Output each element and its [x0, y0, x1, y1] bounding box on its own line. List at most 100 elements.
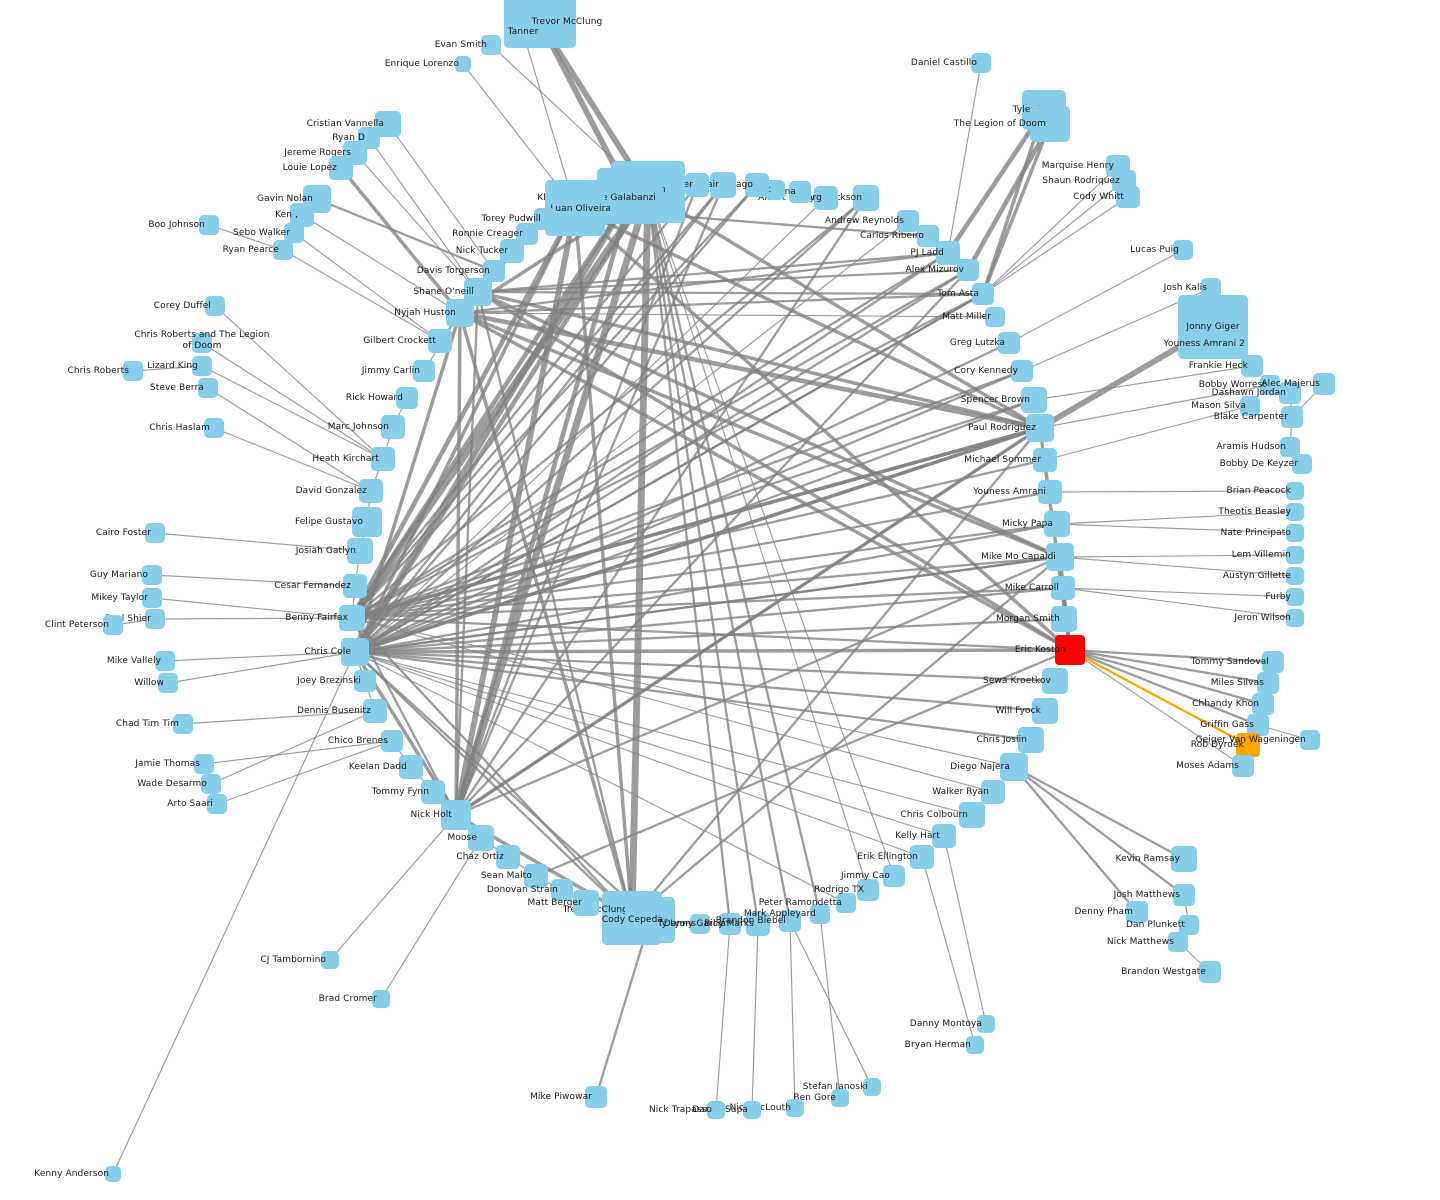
graph-node[interactable]: [981, 780, 1005, 804]
graph-node[interactable]: [1313, 373, 1335, 395]
graph-node[interactable]: [1262, 651, 1284, 673]
graph-node[interactable]: [971, 53, 991, 73]
graph-node[interactable]: [765, 180, 785, 200]
graph-node[interactable]: [511, 21, 535, 43]
graph-node[interactable]: [690, 914, 710, 934]
graph-node[interactable]: [779, 910, 801, 932]
graph-node[interactable]: [194, 754, 214, 774]
graph-node[interactable]: [343, 574, 367, 598]
graph-node[interactable]: [1236, 733, 1260, 757]
graph-node[interactable]: [1260, 375, 1280, 395]
graph-node[interactable]: [1199, 961, 1221, 983]
graph-node[interactable]: [1241, 355, 1263, 377]
graph-node[interactable]: [468, 825, 494, 851]
graph-node[interactable]: [810, 904, 830, 924]
graph-node[interactable]: [1286, 546, 1304, 564]
graph-node[interactable]: [201, 774, 221, 794]
graph-node[interactable]: [142, 565, 162, 585]
graph-node[interactable]: [192, 356, 212, 376]
graph-node[interactable]: [381, 730, 403, 752]
graph-node[interactable]: [707, 1101, 725, 1119]
graph-node[interactable]: [329, 156, 353, 180]
graph-node[interactable]: [1232, 755, 1254, 777]
graph-node[interactable]: [199, 215, 219, 235]
graph-node[interactable]: [534, 208, 556, 230]
graph-node[interactable]: [321, 951, 339, 969]
graph-node[interactable]: [455, 56, 471, 72]
graph-node[interactable]: [481, 35, 501, 55]
graph-node[interactable]: [142, 588, 162, 608]
graph-node[interactable]: [1046, 543, 1074, 571]
graph-node[interactable]: [998, 332, 1020, 354]
graph-node[interactable]: [155, 651, 175, 671]
graph-node[interactable]: [1116, 186, 1140, 208]
graph-node[interactable]: [863, 1078, 881, 1096]
graph-node[interactable]: [1018, 727, 1044, 753]
graph-node[interactable]: [1292, 454, 1312, 474]
graph-node[interactable]: [710, 172, 736, 198]
graph-node[interactable]: [441, 800, 471, 830]
graph-node[interactable]: [1286, 567, 1304, 585]
graph-node[interactable]: [1201, 278, 1221, 298]
graph-node[interactable]: [1055, 635, 1085, 665]
graph-node[interactable]: [1173, 884, 1195, 906]
graph-node[interactable]: [284, 223, 304, 243]
graph-node[interactable]: [421, 780, 445, 804]
graph-node[interactable]: [396, 387, 418, 409]
graph-node[interactable]: [145, 523, 165, 543]
graph-node[interactable]: [204, 418, 224, 438]
graph-node[interactable]: [972, 283, 994, 305]
graph-node[interactable]: [158, 673, 178, 693]
graph-node[interactable]: [1126, 901, 1148, 923]
graph-node[interactable]: [1286, 482, 1304, 500]
graph-node[interactable]: [836, 893, 856, 913]
graph-node[interactable]: [205, 296, 225, 316]
graph-node[interactable]: [1033, 448, 1057, 472]
graph-node[interactable]: [957, 259, 979, 281]
graph-node[interactable]: [1179, 915, 1199, 935]
graph-node[interactable]: [192, 333, 212, 353]
graph-node[interactable]: [1240, 396, 1260, 416]
graph-node[interactable]: [625, 897, 675, 943]
graph-node[interactable]: [1051, 576, 1075, 600]
graph-node[interactable]: [103, 615, 123, 635]
graph-node[interactable]: [1286, 503, 1304, 521]
graph-node[interactable]: [936, 241, 960, 265]
graph-node[interactable]: [1280, 437, 1300, 457]
graph-node[interactable]: [273, 240, 293, 260]
graph-node[interactable]: [1026, 414, 1054, 442]
graph-node[interactable]: [1286, 524, 1304, 542]
graph-node[interactable]: [743, 1101, 761, 1119]
graph-node[interactable]: [1232, 336, 1248, 352]
graph-node[interactable]: [685, 173, 709, 197]
graph-node[interactable]: [483, 260, 505, 282]
graph-node[interactable]: [413, 360, 435, 382]
graph-node[interactable]: [1051, 606, 1077, 632]
graph-node[interactable]: [789, 181, 811, 203]
graph-node[interactable]: [1286, 609, 1304, 627]
graph-node[interactable]: [959, 802, 985, 828]
graph-node[interactable]: [1171, 846, 1197, 872]
graph-node[interactable]: [746, 912, 770, 936]
graph-node[interactable]: [446, 299, 474, 327]
graph-node[interactable]: [381, 415, 405, 439]
graph-node[interactable]: [1286, 588, 1304, 606]
graph-node[interactable]: [354, 670, 376, 692]
graph-node[interactable]: [341, 638, 369, 666]
graph-node[interactable]: [1279, 382, 1301, 404]
graph-node[interactable]: [597, 168, 663, 224]
graph-node[interactable]: [1000, 753, 1028, 781]
graph-node[interactable]: [966, 1036, 984, 1054]
graph-node[interactable]: [1044, 511, 1070, 537]
graph-node[interactable]: [745, 173, 769, 197]
graph-node[interactable]: [1257, 672, 1279, 694]
graph-node[interactable]: [1281, 406, 1303, 428]
graph-node[interactable]: [551, 879, 573, 901]
graph-node[interactable]: [786, 1099, 804, 1117]
graph-node[interactable]: [932, 824, 956, 848]
graph-node[interactable]: [897, 210, 919, 232]
graph-node[interactable]: [173, 714, 193, 734]
graph-node[interactable]: [399, 755, 423, 779]
graph-node[interactable]: [1247, 714, 1269, 736]
